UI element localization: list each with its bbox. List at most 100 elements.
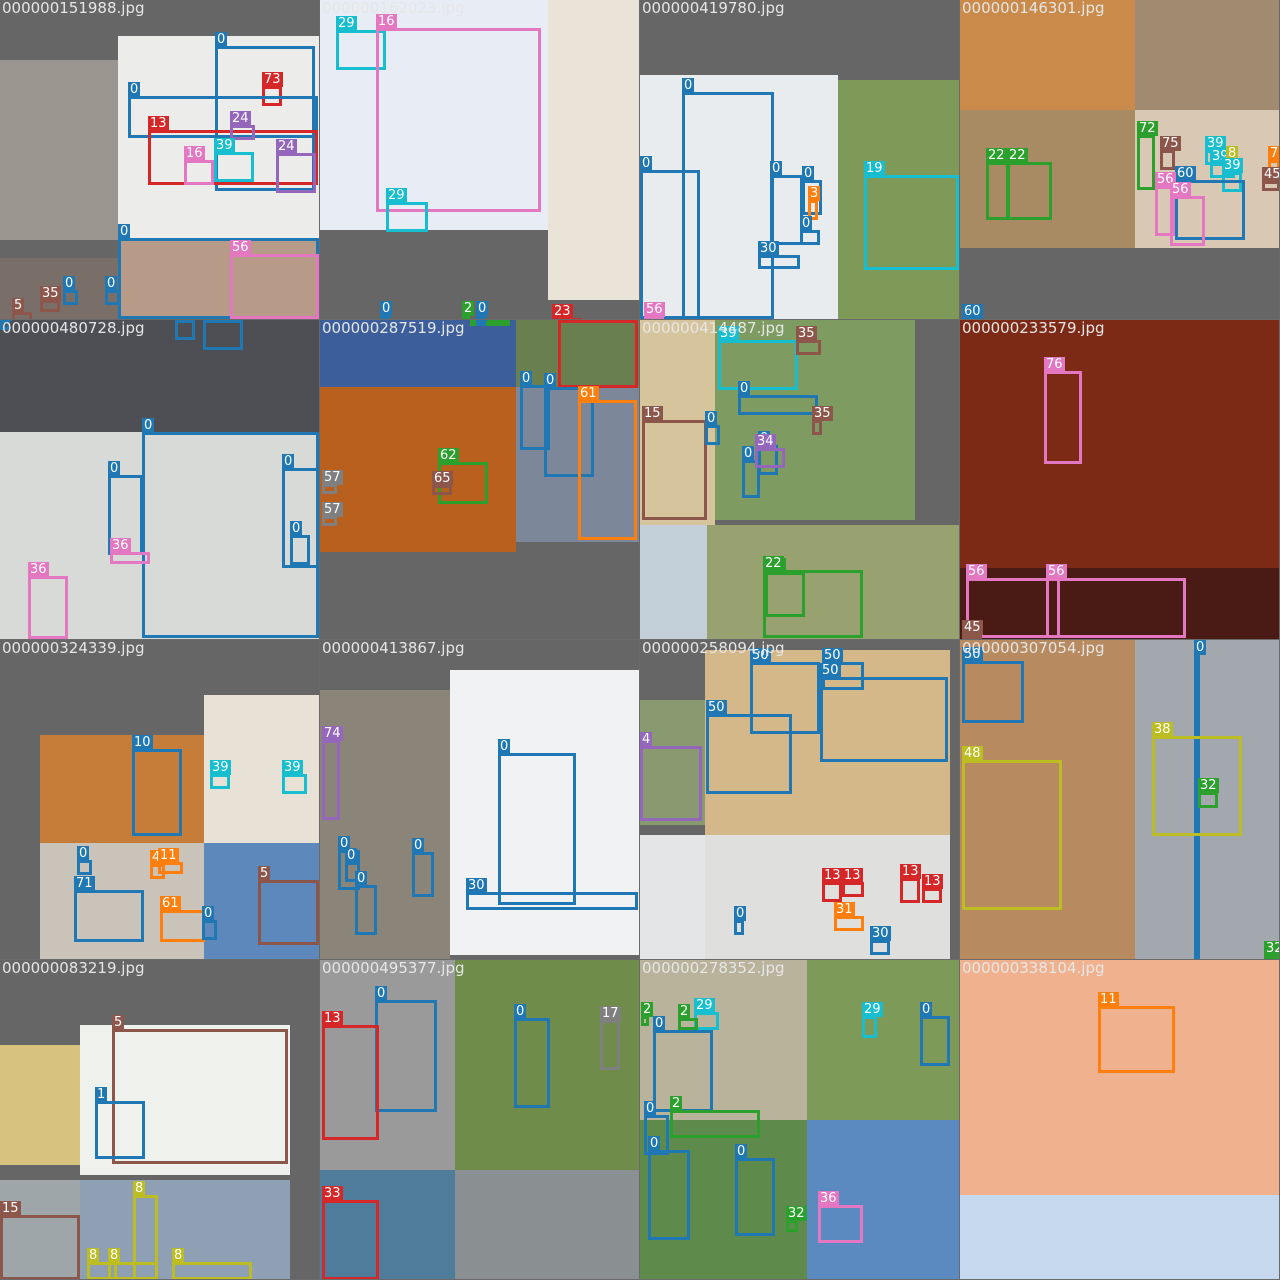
bounding-box: 10 — [132, 735, 182, 836]
class-label: 15 — [642, 406, 663, 421]
class-label: 39 — [210, 760, 231, 775]
class-label: 0 — [203, 320, 216, 321]
class-label: 13 — [842, 868, 863, 883]
mosaic-photo — [80, 1025, 290, 1175]
bounding-box: 57 — [322, 470, 343, 494]
bounding-box: 56 — [1155, 172, 1176, 236]
class-label: 50 — [750, 648, 771, 663]
class-label: 29 — [694, 998, 715, 1013]
bounding-box: 36 — [110, 538, 150, 564]
image-filename: 000000146301.jpg — [962, 0, 1105, 17]
class-label: 30 — [466, 878, 487, 893]
bounding-box: 61 — [578, 386, 637, 540]
class-label: 74 — [322, 726, 343, 741]
bounding-box: 0 — [203, 320, 243, 350]
mosaic-photo — [0, 1180, 80, 1279]
class-label: 15 — [0, 1201, 21, 1216]
class-label: 0 — [345, 848, 358, 863]
mosaic-tile: 000000414487.jpg393515000034352222 — [640, 320, 959, 639]
bounding-box: 0 — [920, 1002, 950, 1066]
bounding-box: 0 — [734, 906, 747, 935]
bounding-box: 33 — [322, 1186, 379, 1279]
class-label: 24 — [276, 139, 297, 154]
bounding-box: 50 — [962, 647, 1024, 723]
mosaic-photo — [960, 1195, 1279, 1279]
class-label: 5 — [12, 298, 25, 313]
bounding-box: 50 — [750, 648, 820, 734]
class-label: 0 — [105, 276, 118, 291]
bounding-box: 0 — [77, 846, 92, 875]
bounding-box: 0 — [738, 381, 818, 415]
class-label: 22 — [763, 556, 784, 571]
mosaic-photo — [640, 835, 705, 959]
bounding-box: 0 — [544, 373, 594, 477]
class-label: 13 — [148, 116, 169, 131]
class-label: 50 — [706, 700, 727, 715]
bounding-box: 0 — [375, 986, 437, 1112]
bounding-box: 0 — [380, 301, 393, 319]
bounding-box: 0 — [498, 739, 576, 905]
class-label: 23 — [552, 304, 573, 319]
bounding-box: 60 — [962, 304, 983, 319]
bounding-box: 0 — [215, 32, 315, 191]
bounding-box: 2 — [641, 1002, 654, 1026]
mosaic-photo — [705, 650, 950, 835]
mosaic-photo — [1135, 640, 1279, 959]
class-label: 22 — [986, 148, 1007, 163]
bounding-box: 50 — [706, 700, 792, 794]
class-label: 45 — [962, 620, 983, 635]
class-label: 0 — [202, 906, 215, 921]
class-label: 2 — [641, 1002, 654, 1017]
bounding-box: 35 — [796, 326, 821, 355]
mosaic-tile: 000000287519.jpg2023626557570061 — [320, 320, 639, 639]
mosaic-photo — [960, 110, 1135, 248]
mosaic-tile: 000000480728.jpg00000036360 — [0, 320, 319, 639]
bounding-box: 5 — [12, 298, 32, 319]
bounding-box: 30 — [758, 241, 800, 269]
class-label: 0 — [738, 381, 751, 396]
bounding-box: 72 — [1137, 121, 1158, 190]
class-label: 35 — [796, 326, 817, 341]
bounding-box: 0 — [770, 161, 803, 245]
image-filename: 000000287519.jpg — [322, 320, 465, 337]
bounding-box: 0 — [640, 156, 700, 319]
bounding-box: 30 — [466, 878, 638, 910]
mosaic-photo — [807, 960, 959, 1120]
bounding-box: 35 — [40, 286, 61, 312]
mosaic-photo — [640, 525, 715, 639]
mosaic-tile: 000000162023.jpg 29 16 29 0 2 0 23 — [320, 0, 639, 319]
mosaic-photo — [455, 1170, 639, 1279]
bounding-box: 0 — [0, 320, 13, 330]
class-label: 22 — [1007, 148, 1028, 163]
bounding-box: 22 — [986, 148, 1009, 220]
class-label: 0 — [644, 1101, 657, 1116]
bounding-box: 71 — [74, 876, 144, 942]
mosaic-tile: 000000083219.jpg 5 1 15 8 8 8 8 — [0, 960, 319, 1279]
class-label: 0 — [1194, 640, 1207, 655]
class-label: 0 — [735, 1144, 748, 1159]
mosaic-photo — [960, 960, 1279, 1195]
class-label: 0 — [118, 224, 131, 239]
bounding-box: 0 — [175, 320, 195, 340]
class-label: 57 — [322, 470, 343, 485]
bounding-box: 50 — [820, 663, 948, 762]
bounding-box: 61 — [160, 896, 205, 942]
bounding-box: 29 — [862, 1002, 883, 1038]
bounding-box: 3 — [808, 186, 821, 220]
class-label: 65 — [432, 471, 453, 486]
bounding-box: 45 — [1262, 167, 1279, 191]
bounding-box: 0 — [648, 1136, 690, 1240]
bounding-box: 0 — [742, 446, 760, 498]
mosaic-photo — [320, 0, 550, 230]
class-label: 38 — [1152, 722, 1173, 737]
bounding-box: 29 — [386, 188, 428, 232]
mosaic-tile: 000000233579.jpg 76 56 56 45 — [960, 320, 1279, 639]
class-label: 4 — [640, 732, 653, 747]
bounding-box: 60 — [1175, 166, 1245, 240]
class-label: 0 — [802, 166, 815, 181]
class-label: 0 — [734, 906, 747, 921]
bounding-box: 19 — [864, 161, 959, 270]
class-label: 0 — [355, 871, 368, 886]
bounding-box: 17 — [600, 1006, 621, 1070]
